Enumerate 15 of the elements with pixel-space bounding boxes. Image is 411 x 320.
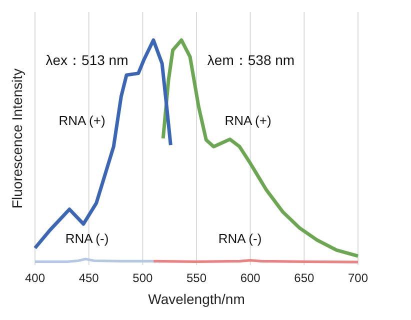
annotation: RNA (+): [224, 113, 272, 128]
annotation: RNA (-): [218, 231, 262, 246]
annotation: λex：513 nm: [46, 52, 128, 68]
annotation: λem：538 nm: [207, 52, 295, 68]
y-axis-title: Fluorescence Intensity: [9, 68, 25, 209]
x-axis-title: Wavelength/nm: [148, 291, 245, 307]
annotation: RNA (+): [58, 113, 106, 128]
x-tick-label: 450: [78, 271, 100, 285]
x-tick-label: 500: [132, 271, 153, 285]
x-tick-label: 600: [240, 271, 261, 285]
x-tick-label: 700: [348, 271, 368, 285]
x-tick-label: 400: [24, 271, 46, 285]
x-tick-label: 550: [186, 271, 207, 285]
x-tick-label: 650: [294, 271, 314, 285]
annotation: RNA (-): [65, 231, 109, 246]
